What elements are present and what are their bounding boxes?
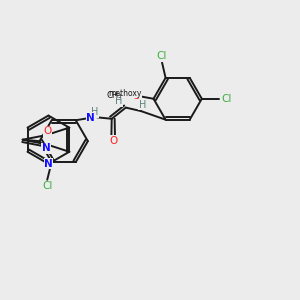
Text: N: N bbox=[42, 143, 51, 153]
Text: O: O bbox=[109, 136, 117, 146]
Text: Cl: Cl bbox=[221, 94, 231, 104]
Text: N: N bbox=[86, 113, 95, 123]
Text: H: H bbox=[139, 100, 146, 110]
Text: O: O bbox=[44, 126, 52, 136]
Text: H: H bbox=[116, 96, 123, 106]
Text: O: O bbox=[132, 91, 140, 101]
Text: Cl: Cl bbox=[42, 181, 52, 191]
Text: CH₃: CH₃ bbox=[106, 91, 122, 100]
Text: methoxy: methoxy bbox=[108, 89, 142, 98]
Text: H: H bbox=[91, 107, 99, 117]
Text: N: N bbox=[44, 159, 53, 169]
Text: Cl: Cl bbox=[157, 51, 167, 61]
